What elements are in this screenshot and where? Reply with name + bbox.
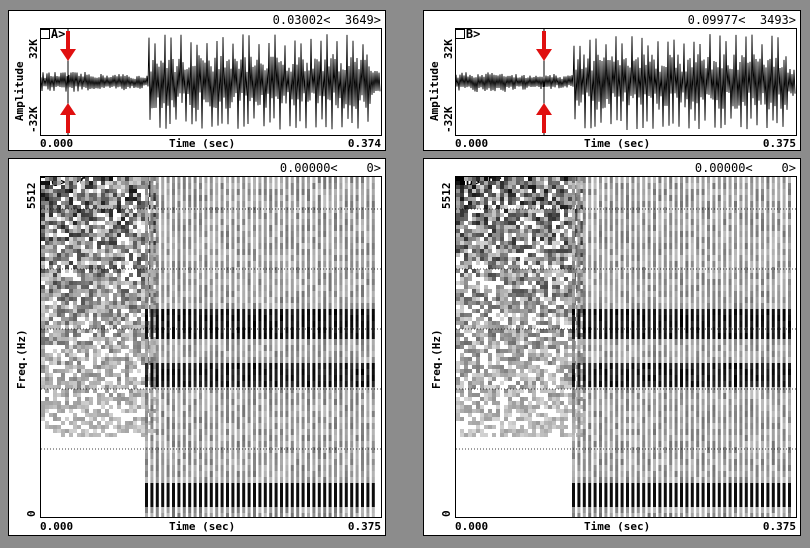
cursor-value-readout: 0>: [781, 161, 796, 175]
y-axis-label: Amplitude: [13, 61, 26, 121]
spectrogram-panel-d[interactable]: D>SPG 0.00000< 0> 5512 Freq.(Hz) 0 0.000…: [423, 158, 801, 536]
waveform-trace: [41, 29, 381, 135]
spectrogram-panel-c[interactable]: C>SPG 0.00000< 0> 5512 Freq.(Hz) 0 0.000…: [8, 158, 386, 536]
panel-c-readout: 0.00000< 0>: [280, 161, 381, 175]
cursor-time-readout: 0.09977<: [687, 13, 746, 27]
x-axis-start-label: 0.000: [455, 137, 489, 150]
spectrogram-image: [456, 177, 796, 517]
panel-d-readout: 0.00000< 0>: [695, 161, 796, 175]
waveform-trace: [456, 29, 796, 135]
waveform-plot-area[interactable]: [40, 28, 382, 136]
spectrogram-plot-area[interactable]: [455, 176, 797, 518]
x-axis-label: Time (sec): [584, 137, 651, 150]
waveform-path: [456, 34, 796, 131]
cursor-value-readout: 3649>: [344, 13, 381, 27]
y-axis-min-label: 0: [25, 510, 38, 517]
y-axis-min-label: 0: [440, 510, 453, 517]
cursor-time-readout: 0.03002<: [272, 13, 331, 27]
y-axis-label: Freq.(Hz): [430, 329, 443, 389]
panel-b-id: B>: [465, 27, 481, 41]
panel-b-readout: 0.09977< 3493>: [688, 13, 796, 27]
y-axis-max-label: 32K: [442, 39, 455, 59]
y-axis-max-label: 5512: [440, 182, 453, 210]
y-axis-label: Freq.(Hz): [15, 329, 28, 389]
x-axis-label: Time (sec): [169, 137, 236, 150]
cursor-marker-down-arrow-icon: [60, 31, 76, 61]
cursor-value-readout: 3493>: [759, 13, 796, 27]
spectrogram-plot-area[interactable]: [40, 176, 382, 518]
x-axis-end-label: 0.375: [762, 137, 796, 150]
x-axis-label: Time (sec): [584, 520, 651, 533]
y-axis-max-label: 32K: [27, 39, 40, 59]
y-axis-label: Amplitude: [428, 61, 441, 121]
x-axis-start-label: 0.000: [455, 520, 489, 533]
spectrogram-image: [41, 177, 381, 517]
x-axis-start-label: 0.000: [40, 520, 74, 533]
cursor-marker-up-arrow-icon: [60, 103, 76, 133]
panel-a-header: A>: [11, 13, 65, 55]
y-axis-min-label: -32K: [442, 106, 455, 134]
cursor-value-readout: 0>: [366, 161, 381, 175]
cursor-time-readout: 0.00000<: [694, 161, 753, 175]
cursor-time-readout: 0.00000<: [279, 161, 338, 175]
x-axis-end-label: 0.375: [347, 520, 381, 533]
x-axis-end-label: 0.374: [347, 137, 381, 150]
x-axis-start-label: 0.000: [40, 137, 74, 150]
panel-a-readout: 0.03002< 3649>: [273, 13, 381, 27]
spectrogram-cells: [456, 177, 791, 517]
cursor-marker-down-arrow-icon: [536, 31, 552, 61]
spectrogram-cells: [41, 177, 375, 517]
waveform-plot-area[interactable]: [455, 28, 797, 136]
cursor-marker-up-arrow-icon: [536, 103, 552, 133]
waveform-panel-a[interactable]: A> 0.03002< 3649> Amplitude 32K -32K 0.0…: [8, 10, 386, 151]
panel-a-id: A>: [50, 27, 66, 41]
x-axis-end-label: 0.375: [762, 520, 796, 533]
waveform-path: [41, 34, 381, 130]
y-axis-max-label: 5512: [25, 182, 38, 210]
waveform-panel-b[interactable]: B> 0.09977< 3493> Amplitude 32K -32K 0.0…: [423, 10, 801, 151]
y-axis-min-label: -32K: [27, 106, 40, 134]
x-axis-label: Time (sec): [169, 520, 236, 533]
